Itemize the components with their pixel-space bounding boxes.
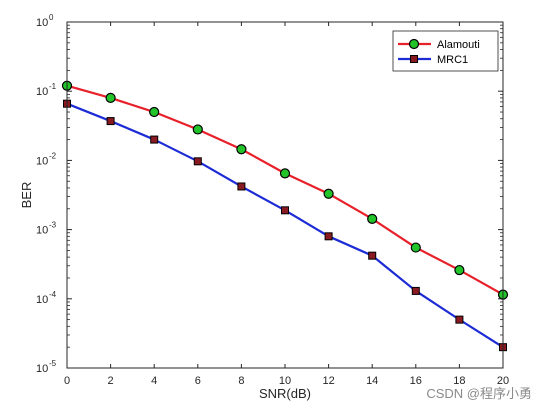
x-tick-label-7: 14 xyxy=(366,375,378,387)
y-tick-exponent-3: -3 xyxy=(49,221,57,230)
data-point-mrc1-9 xyxy=(455,315,464,324)
x-tick-label-6: 12 xyxy=(322,375,334,387)
legend-box xyxy=(392,30,499,72)
y-tick-label-4: 10 xyxy=(36,294,48,306)
x-tick-label-9: 18 xyxy=(453,375,465,387)
x-tick-label-3: 6 xyxy=(195,375,201,387)
y-tick-exponent-1: -1 xyxy=(49,82,57,91)
data-point-alamouti-4 xyxy=(236,144,247,155)
x-tick-label-1: 2 xyxy=(108,375,114,387)
watermark: CSDN @程序小勇 xyxy=(426,386,532,401)
data-point-mrc1-7 xyxy=(368,251,377,260)
y-tick-label-0: 10 xyxy=(36,17,48,29)
x-tick-label-10: 20 xyxy=(497,375,509,387)
y-tick-exponent-0: 0 xyxy=(49,13,54,22)
legend-label-mrc1: MRC1 xyxy=(437,54,468,66)
data-point-mrc1-1 xyxy=(106,117,115,126)
data-point-alamouti-3 xyxy=(192,124,203,135)
data-point-mrc1-2 xyxy=(150,135,159,144)
x-axis-label: SNR(dB) xyxy=(259,386,311,401)
legend-marker-mrc1 xyxy=(410,55,418,63)
data-point-alamouti-6 xyxy=(323,188,334,199)
data-point-mrc1-8 xyxy=(411,286,420,295)
y-tick-exponent-4: -4 xyxy=(49,290,57,299)
y-tick-label-5: 10 xyxy=(36,363,48,375)
y-tick-exponent-5: -5 xyxy=(49,359,57,368)
x-tick-label-4: 8 xyxy=(238,375,244,387)
x-tick-label-0: 0 xyxy=(64,375,70,387)
data-point-alamouti-5 xyxy=(279,168,291,179)
data-point-alamouti-7 xyxy=(367,213,378,224)
data-point-alamouti-9 xyxy=(454,264,465,276)
x-tick-label-5: 10 xyxy=(279,375,291,387)
data-point-mrc1-4 xyxy=(237,182,246,191)
data-point-mrc1-6 xyxy=(324,232,333,241)
x-tick-label-8: 16 xyxy=(410,375,422,387)
data-point-mrc1-5 xyxy=(281,206,289,215)
data-point-alamouti-2 xyxy=(149,106,160,118)
data-point-mrc1-3 xyxy=(193,157,202,166)
plot-frame xyxy=(66,21,504,369)
legend: Alamouti MRC1 xyxy=(392,30,499,72)
data-point-alamouti-1 xyxy=(105,92,116,104)
y-tick-label-3: 10 xyxy=(36,225,48,237)
y-axis-label: BER xyxy=(19,182,34,209)
x-tick-label-2: 4 xyxy=(151,375,157,387)
legend-label-alamouti: Alamouti xyxy=(437,39,480,51)
legend-marker-alamouti xyxy=(408,38,420,50)
y-tick-exponent-2: -2 xyxy=(49,151,57,160)
y-tick-label-2: 10 xyxy=(36,155,48,167)
plot-area xyxy=(67,22,503,368)
y-tick-label-1: 10 xyxy=(36,86,48,98)
data-point-alamouti-8 xyxy=(410,242,421,253)
